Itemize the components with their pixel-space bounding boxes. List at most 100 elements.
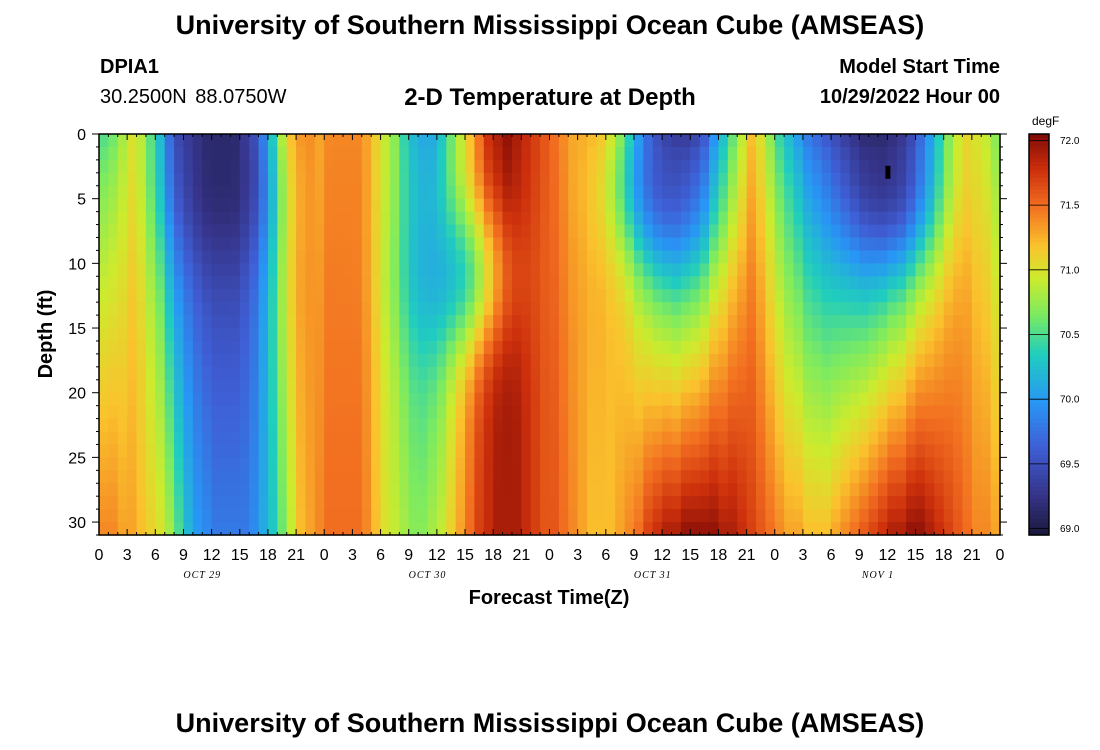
heatmap-cell xyxy=(971,159,982,174)
heatmap-cell xyxy=(831,159,842,174)
heatmap-cell xyxy=(399,392,410,407)
heatmap-cell xyxy=(727,250,738,264)
heatmap-cell xyxy=(305,418,316,433)
heatmap-cell xyxy=(605,172,616,187)
heatmap-cell xyxy=(436,224,447,239)
heatmap-cell xyxy=(558,496,569,510)
heatmap-cell xyxy=(352,509,363,523)
heatmap-cell xyxy=(690,431,701,446)
colorbar-segment xyxy=(1029,394,1049,400)
heatmap-cell xyxy=(174,134,185,148)
heatmap-cell xyxy=(540,237,551,252)
heatmap-cell xyxy=(849,263,860,277)
heatmap-cell xyxy=(746,185,757,200)
heatmap-cell xyxy=(671,198,682,213)
heatmap-cell xyxy=(662,237,673,252)
heatmap-cell xyxy=(267,470,278,484)
heatmap-cell xyxy=(840,198,851,213)
heatmap-cell xyxy=(117,392,128,407)
heatmap-cell xyxy=(821,392,832,407)
heatmap-cell xyxy=(699,496,710,510)
heatmap-cell xyxy=(605,522,616,536)
heatmap-cell xyxy=(877,134,888,148)
heatmap-cell xyxy=(831,483,842,497)
heatmap-cell xyxy=(352,134,363,148)
heatmap-cell xyxy=(953,379,964,394)
heatmap-cell xyxy=(296,509,307,523)
heatmap-cell xyxy=(915,185,926,200)
heatmap-cell xyxy=(755,185,766,200)
heatmap-cell xyxy=(887,263,898,277)
heatmap-cell xyxy=(577,224,588,239)
heatmap-cell xyxy=(136,224,147,239)
heatmap-cell xyxy=(924,224,935,239)
heatmap-cell xyxy=(662,328,673,342)
heatmap-cell xyxy=(652,315,663,329)
heatmap-cell xyxy=(493,509,504,523)
heatmap-cell xyxy=(324,405,335,420)
heatmap-cell xyxy=(314,263,325,277)
heatmap-cell xyxy=(990,172,1001,187)
heatmap-cell xyxy=(183,379,194,394)
heatmap-cell xyxy=(389,185,400,200)
heatmap-cell xyxy=(831,211,842,226)
heatmap-cell xyxy=(502,224,513,239)
heatmap-cell xyxy=(436,134,447,148)
colorbar-segment xyxy=(1029,278,1049,283)
heatmap-cell xyxy=(868,172,879,187)
heatmap-cell xyxy=(643,198,654,213)
heatmap-cell xyxy=(652,159,663,174)
heatmap-cell xyxy=(802,302,813,316)
heatmap-cell xyxy=(343,185,354,200)
heatmap-cell xyxy=(605,250,616,264)
colorbar-tick-label: 70.0 xyxy=(1060,395,1080,406)
heatmap-cell xyxy=(727,379,738,394)
heatmap-cell xyxy=(868,315,879,329)
heatmap-cell xyxy=(784,315,795,329)
heatmap-cell xyxy=(474,366,485,381)
heatmap-cell xyxy=(962,185,973,200)
heatmap-cell xyxy=(765,496,776,510)
heatmap-cell xyxy=(699,302,710,316)
heatmap-cell xyxy=(802,418,813,433)
heatmap-cell xyxy=(887,431,898,446)
heatmap-cell xyxy=(183,185,194,200)
heatmap-cell xyxy=(680,198,691,213)
heatmap-cell xyxy=(924,353,935,368)
heatmap-cell xyxy=(934,379,945,394)
heatmap-cell xyxy=(849,418,860,433)
heatmap-cell xyxy=(314,431,325,446)
heatmap-cell xyxy=(962,263,973,277)
heatmap-cell xyxy=(662,289,673,303)
heatmap-cell xyxy=(305,146,316,161)
heatmap-cell xyxy=(277,237,288,252)
heatmap-cell xyxy=(821,146,832,161)
heatmap-cell xyxy=(211,250,222,264)
heatmap-cell xyxy=(605,353,616,368)
heatmap-cell xyxy=(314,457,325,471)
heatmap-cell xyxy=(267,418,278,433)
x-tick-label: 3 xyxy=(348,547,357,564)
heatmap-cell xyxy=(859,509,870,523)
heatmap-cell xyxy=(230,509,241,523)
heatmap-cell xyxy=(371,496,382,510)
heatmap-cell xyxy=(784,366,795,381)
heatmap-cell xyxy=(389,211,400,226)
heatmap-cell xyxy=(887,340,898,355)
heatmap-cell xyxy=(737,146,748,161)
heatmap-cell xyxy=(831,457,842,471)
heatmap-cell xyxy=(361,522,372,536)
heatmap-cell xyxy=(174,379,185,394)
heatmap-cell xyxy=(577,418,588,433)
heatmap-cell xyxy=(305,483,316,497)
heatmap-cell xyxy=(981,185,992,200)
heatmap-cell xyxy=(971,444,982,458)
heatmap-cell xyxy=(408,522,419,536)
heatmap-cell xyxy=(840,444,851,458)
heatmap-cell xyxy=(624,418,635,433)
heatmap-cell xyxy=(108,263,119,277)
heatmap-cell xyxy=(934,263,945,277)
heatmap-cell xyxy=(784,340,795,355)
heatmap-cell xyxy=(690,315,701,329)
heatmap-cell xyxy=(652,276,663,290)
